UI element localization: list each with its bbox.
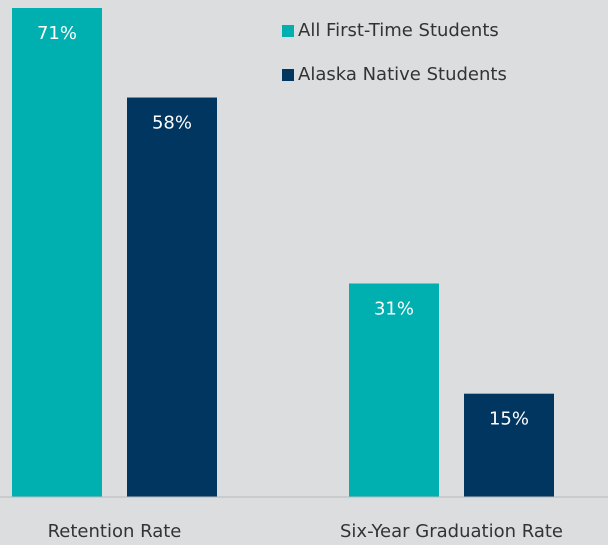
value-label: 31% (374, 298, 414, 319)
x-tick-label: Retention Rate (48, 521, 182, 542)
bar (349, 283, 439, 497)
x-tick-label: Six-Year Graduation Rate (340, 521, 563, 542)
value-label: 58% (152, 113, 192, 134)
legend-label: Alaska Native Students (298, 64, 507, 85)
bar (464, 393, 554, 497)
bar (12, 8, 102, 497)
bar (127, 97, 217, 497)
legend-label: All First-Time Students (298, 20, 499, 41)
legend-swatch (282, 25, 294, 37)
legend-swatch (282, 69, 294, 81)
value-label: 15% (489, 409, 529, 430)
value-label: 71% (37, 23, 77, 44)
